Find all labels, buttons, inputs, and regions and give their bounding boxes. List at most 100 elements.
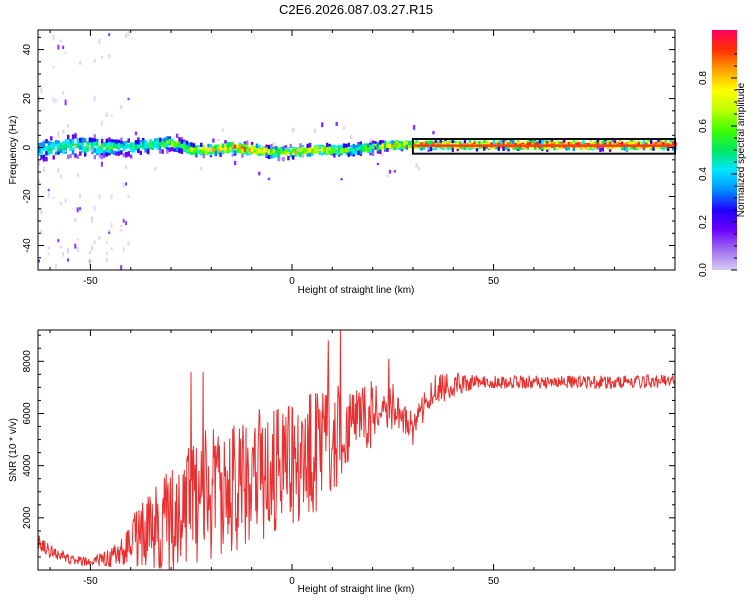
spectrogram-cell <box>217 144 220 149</box>
spectrogram-cell <box>38 159 40 166</box>
spectrogram-cell <box>180 149 184 154</box>
spectrogram-cell <box>52 141 55 147</box>
spectrogram-cell <box>100 56 103 60</box>
spectrogram-cell <box>103 151 106 156</box>
spectrogram-cell <box>502 146 505 151</box>
spectrogram-cell <box>98 149 101 154</box>
spectrogram-cell <box>113 139 116 144</box>
spectrogram-cell <box>246 151 249 156</box>
spectrogram-cell <box>565 146 568 151</box>
spectrogram-cell <box>277 152 280 157</box>
spectrogram-cell <box>313 128 317 133</box>
spectrogram-cell <box>316 145 319 151</box>
spectrogram-cell <box>120 229 123 232</box>
spectrogram-cell <box>446 145 450 151</box>
spectrogram-cell <box>449 145 452 150</box>
spectrogram-cell <box>57 147 60 152</box>
spectrogram-cell <box>258 171 261 176</box>
spectrogram-cell <box>93 134 96 139</box>
spectrogram-cell <box>188 147 191 153</box>
spectrogram-x-axis-label: Height of straight line (km) <box>298 285 415 296</box>
spectrogram-cell <box>67 143 70 149</box>
spectrogram-cell <box>270 143 273 149</box>
spectrogram-cell <box>267 149 271 154</box>
spectrogram-cell <box>258 151 261 156</box>
spectrogram-cell <box>108 148 111 154</box>
spectrogram-cell <box>71 134 75 139</box>
spectrogram-cell <box>144 139 147 145</box>
spectrogram-cell <box>289 153 292 158</box>
spectrogram-cell <box>154 139 157 145</box>
spectrogram-cell <box>79 60 82 65</box>
spectrogram-cell <box>359 144 363 150</box>
spectrogram-cell <box>517 145 520 150</box>
spectrogram-cell <box>115 151 118 156</box>
spectrogram-cell <box>125 221 128 226</box>
spectrogram-cell <box>38 179 40 183</box>
spectrogram-cell <box>38 142 41 148</box>
spectrogram-cell <box>243 143 246 148</box>
spectrogram-cell <box>76 173 79 178</box>
spectrogram-cell <box>321 151 324 156</box>
spectrogram-cell <box>650 139 653 144</box>
spectrogram-cell <box>74 243 77 249</box>
spectrogram-cell <box>197 147 201 152</box>
spectrogram-cell <box>214 150 217 156</box>
spectrogram-cell <box>64 198 67 204</box>
spectrogram-cell <box>100 136 103 139</box>
spectrogram-cell <box>219 145 222 151</box>
spectrogram-cell <box>50 147 53 153</box>
spectrogram-cell <box>231 152 234 155</box>
spectrogram-cell <box>260 149 263 154</box>
spectrogram-cell <box>47 188 50 192</box>
spectrogram-cell <box>308 148 312 153</box>
spectrogram-cell <box>202 153 205 159</box>
spectrogram-cell <box>376 149 380 154</box>
spectrogram-cell <box>173 143 176 149</box>
spectrogram-cell <box>350 135 353 140</box>
spectrogram-cell <box>231 144 234 150</box>
spectrogram-cell <box>383 142 387 147</box>
spectrogram-cell <box>330 144 334 150</box>
spectrogram-cell <box>69 153 72 159</box>
spectrogram-cell <box>217 148 220 153</box>
spectrogram-cell <box>125 165 128 169</box>
spectrogram-cell <box>105 251 108 256</box>
spectrogram-cell <box>318 150 321 155</box>
colorbar: 0.0 0.2 0.4 0.6 0.8 Normalized spectral ampl… <box>698 30 747 277</box>
spectrogram-cell <box>192 143 196 148</box>
snr-frame <box>37 329 676 571</box>
spectrogram-cell <box>163 142 167 147</box>
spectrogram-cell <box>369 144 372 149</box>
spectrogram-cell <box>608 142 612 147</box>
spectrogram-cell <box>59 148 63 153</box>
spectrogram-cell <box>645 140 648 145</box>
spectrogram-cell <box>243 150 246 155</box>
spectrogram-cell <box>647 141 650 146</box>
spectrogram-cell <box>342 143 346 148</box>
spectrogram-cell <box>98 38 101 44</box>
spectrogram-cell <box>91 216 94 220</box>
spectrogram-cell <box>42 154 46 160</box>
spectrogram-cell <box>359 147 363 152</box>
spectrogram-cell <box>512 139 515 145</box>
spectrogram-cell <box>345 150 348 155</box>
spectrogram-cell <box>120 105 123 110</box>
spectrogram-cell <box>374 146 377 150</box>
snr-axes: -50 0 50 2000 4000 6000 8000 <box>22 330 675 587</box>
spectrogram-cell <box>100 155 104 160</box>
spectrogram-cell <box>277 156 280 162</box>
spectrogram-cell <box>108 229 111 232</box>
spectrogram-cell <box>120 140 123 146</box>
spectrogram-y-axis-label: Frequency (Hz) <box>8 116 19 185</box>
spectrogram-cell <box>572 146 575 151</box>
spectrogram-cell <box>386 143 389 148</box>
spectrogram-cell <box>555 141 559 146</box>
colorbar-tick-label: 0.4 <box>698 167 709 181</box>
colorbar-label: Normalized spectral amplitude <box>736 82 747 217</box>
spectrogram-cell <box>582 140 585 145</box>
spectrogram-cell <box>137 140 140 145</box>
spectrogram-cell <box>243 147 246 152</box>
spectrogram-cell <box>168 136 171 141</box>
spectrogram-cell <box>354 144 358 150</box>
